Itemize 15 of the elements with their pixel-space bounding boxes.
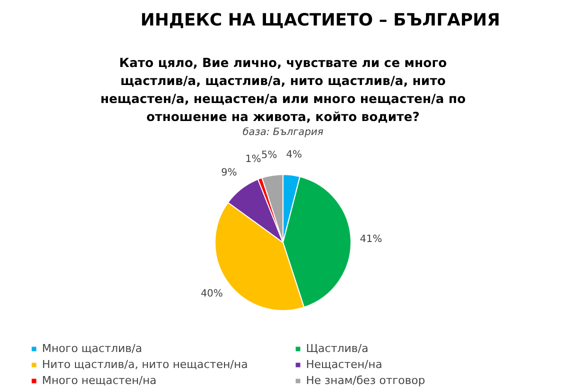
data-label: 4% xyxy=(286,150,302,161)
data-label: 9% xyxy=(221,167,238,178)
legend-label: Нещастен/на xyxy=(306,357,384,371)
legend-label: Много нещастен/на xyxy=(42,373,158,387)
legend-label: Не знам/без отговор xyxy=(306,373,426,387)
text: база: България xyxy=(242,127,324,138)
legend-label: Много щастлив/а xyxy=(42,341,144,355)
chart-title: ИНДЕКС НА ЩАСТИЕТО – БЪЛГАРИЯ xyxy=(140,10,500,30)
chart-subtitle: Като цяло, Вие лично, чувствате ли се много щастлив/а, щастлив/а, нито щастлив/а, нито нещастен/а, нещастен/а или много нещастен/а по отношение на живота, който водите? xyxy=(100,55,466,124)
data-label: 40% xyxy=(200,288,223,300)
data-label: 41% xyxy=(360,234,382,246)
data-label: 1% xyxy=(245,154,262,166)
legend-label: Щастлив/а xyxy=(306,341,370,355)
legend-label: Нито щастлив/а, нито нещастен/на xyxy=(42,357,249,371)
data-label: 5% xyxy=(261,150,278,162)
